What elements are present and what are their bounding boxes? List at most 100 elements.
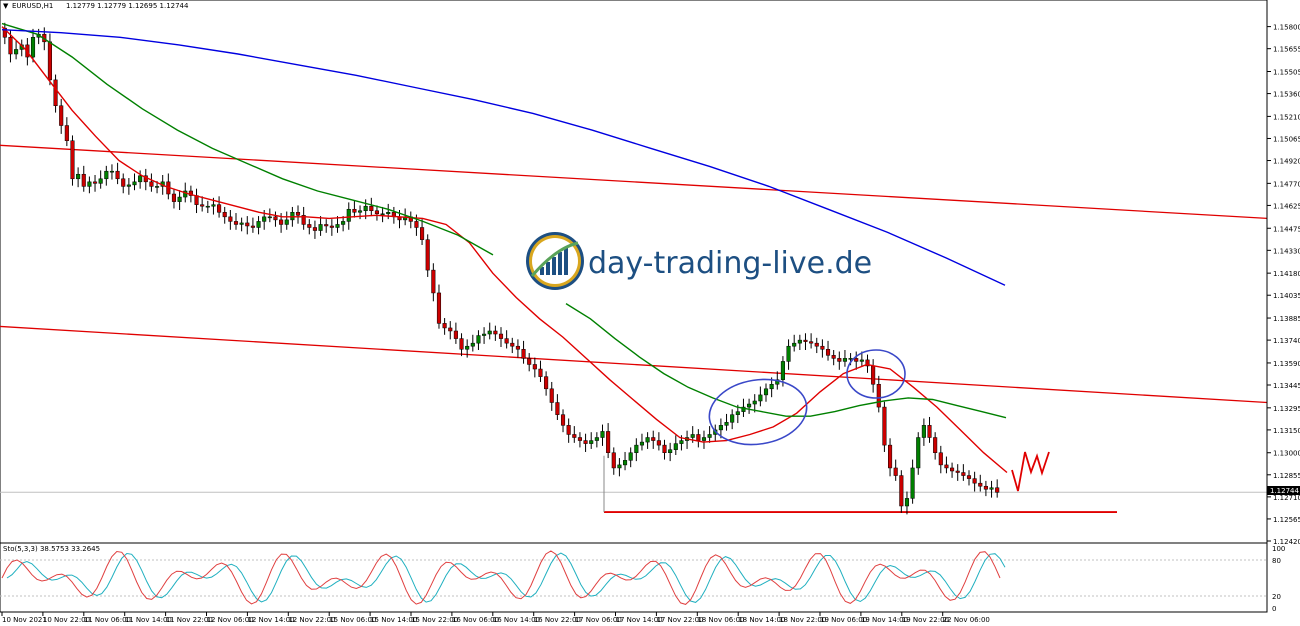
candle-up xyxy=(775,379,780,385)
oscillator-tick-label: 80 xyxy=(1272,557,1281,565)
candle-down xyxy=(532,364,537,370)
candle-down xyxy=(273,216,278,221)
candle-up xyxy=(335,224,340,228)
candle-down xyxy=(250,225,255,228)
candle-down xyxy=(544,376,549,390)
stochastic-signal-line xyxy=(6,552,1006,603)
candle-down xyxy=(279,219,284,225)
candle-down xyxy=(301,215,306,225)
price-tick-label: 1.13295 xyxy=(1273,405,1300,413)
candle-up xyxy=(76,173,81,180)
candle-up xyxy=(14,49,19,55)
candle-down xyxy=(927,425,932,438)
candle-down xyxy=(171,193,177,202)
candle-down xyxy=(944,464,949,469)
candle-up xyxy=(848,358,853,360)
price-tick-label: 1.14035 xyxy=(1273,292,1300,300)
candle-down xyxy=(955,470,960,473)
candle-down xyxy=(442,323,447,329)
candle-up xyxy=(487,330,492,335)
candle-down xyxy=(966,475,972,479)
candle-down xyxy=(983,485,988,490)
time-tick-label: 11 Nov 14:00 xyxy=(125,616,172,624)
candle-up xyxy=(211,204,216,207)
stochastic-main-line xyxy=(1,550,1001,605)
price-tick-label: 1.12565 xyxy=(1273,516,1300,524)
candle-down xyxy=(656,440,661,446)
candle-down xyxy=(572,434,577,438)
logo-swoosh xyxy=(530,241,579,277)
trendline-1 xyxy=(0,144,1268,220)
candle-down xyxy=(295,212,301,216)
time-tick-label: 22 Nov 06:00 xyxy=(943,616,990,624)
candle-up xyxy=(482,333,487,336)
candle-down xyxy=(566,425,571,435)
symbol-menu-icon[interactable]: ▼ xyxy=(3,2,9,10)
candle-up xyxy=(628,452,633,461)
candle-down xyxy=(217,204,222,213)
candle-up xyxy=(600,431,605,438)
time-tick-label: 16 Nov 22:00 xyxy=(534,616,581,624)
price-panel: ▼ EURUSD,H1 1.12779 1.12779 1.12695 1.12… xyxy=(0,0,1268,544)
candle-down xyxy=(498,333,504,339)
time-tick-label: 19 Nov 06:00 xyxy=(820,616,867,624)
price-tick-label: 1.12420 xyxy=(1273,538,1300,546)
candle-up xyxy=(622,460,628,466)
candle-down xyxy=(837,358,842,362)
candle-up xyxy=(859,359,864,362)
candle-down xyxy=(577,437,582,441)
candle-down xyxy=(369,205,374,212)
candle-down xyxy=(527,358,532,365)
candle-up xyxy=(290,212,295,221)
candle-up xyxy=(780,361,785,380)
candle-up xyxy=(205,205,210,208)
oscillator-tick-label: 0 xyxy=(1272,605,1276,613)
candle-down xyxy=(245,222,250,227)
time-tick-label: 10 Nov 22:00 xyxy=(43,616,90,624)
candle-down xyxy=(893,467,898,476)
candle-up xyxy=(690,434,695,438)
time-tick-label: 18 Nov 14:00 xyxy=(738,616,785,624)
candle-up xyxy=(363,205,368,212)
candle-down xyxy=(510,342,515,347)
symbol-header: EURUSD,H1 xyxy=(12,2,53,10)
price-tick-label: 1.13150 xyxy=(1273,427,1300,435)
candle-down xyxy=(876,383,881,408)
candle-down xyxy=(820,345,825,350)
time-tick-label: 19 Nov 22:00 xyxy=(902,616,949,624)
current-price-box xyxy=(1267,486,1300,495)
candle-up xyxy=(679,440,684,444)
candle-up xyxy=(262,216,267,222)
candle-up xyxy=(645,437,650,443)
price-tick-label: 1.13445 xyxy=(1273,382,1300,390)
price-panel-frame xyxy=(0,0,1268,544)
price-tick-label: 1.13885 xyxy=(1273,315,1300,323)
candle-up xyxy=(769,383,774,390)
candle-up xyxy=(617,464,622,469)
candle-up xyxy=(786,345,791,362)
candle-up xyxy=(109,170,114,173)
candle-down xyxy=(899,475,904,507)
candle-up xyxy=(921,425,926,438)
price-tick-label: 1.14920 xyxy=(1273,158,1300,166)
candle-down xyxy=(933,437,938,453)
candle-down xyxy=(865,359,870,367)
candle-up xyxy=(668,449,673,453)
candle-up xyxy=(673,443,678,450)
candle-down xyxy=(651,437,656,441)
candle-up xyxy=(735,411,740,415)
candle-up xyxy=(155,186,160,188)
time-tick-label: 17 Nov 22:00 xyxy=(656,616,703,624)
candle-up xyxy=(842,358,847,362)
price-tick-label: 1.14330 xyxy=(1273,247,1300,255)
candle-down xyxy=(312,227,317,231)
candle-down xyxy=(92,181,98,184)
time-tick-label: 10 Nov 2021 xyxy=(2,616,47,624)
candle-up xyxy=(916,437,921,469)
candle-down xyxy=(329,225,334,228)
oscillator-label: Sto(5,3,3) 38.5753 33.2645 xyxy=(3,545,100,553)
oscillator-tick-label: 20 xyxy=(1272,593,1281,601)
candle-up xyxy=(989,487,994,490)
candle-down xyxy=(121,178,126,187)
